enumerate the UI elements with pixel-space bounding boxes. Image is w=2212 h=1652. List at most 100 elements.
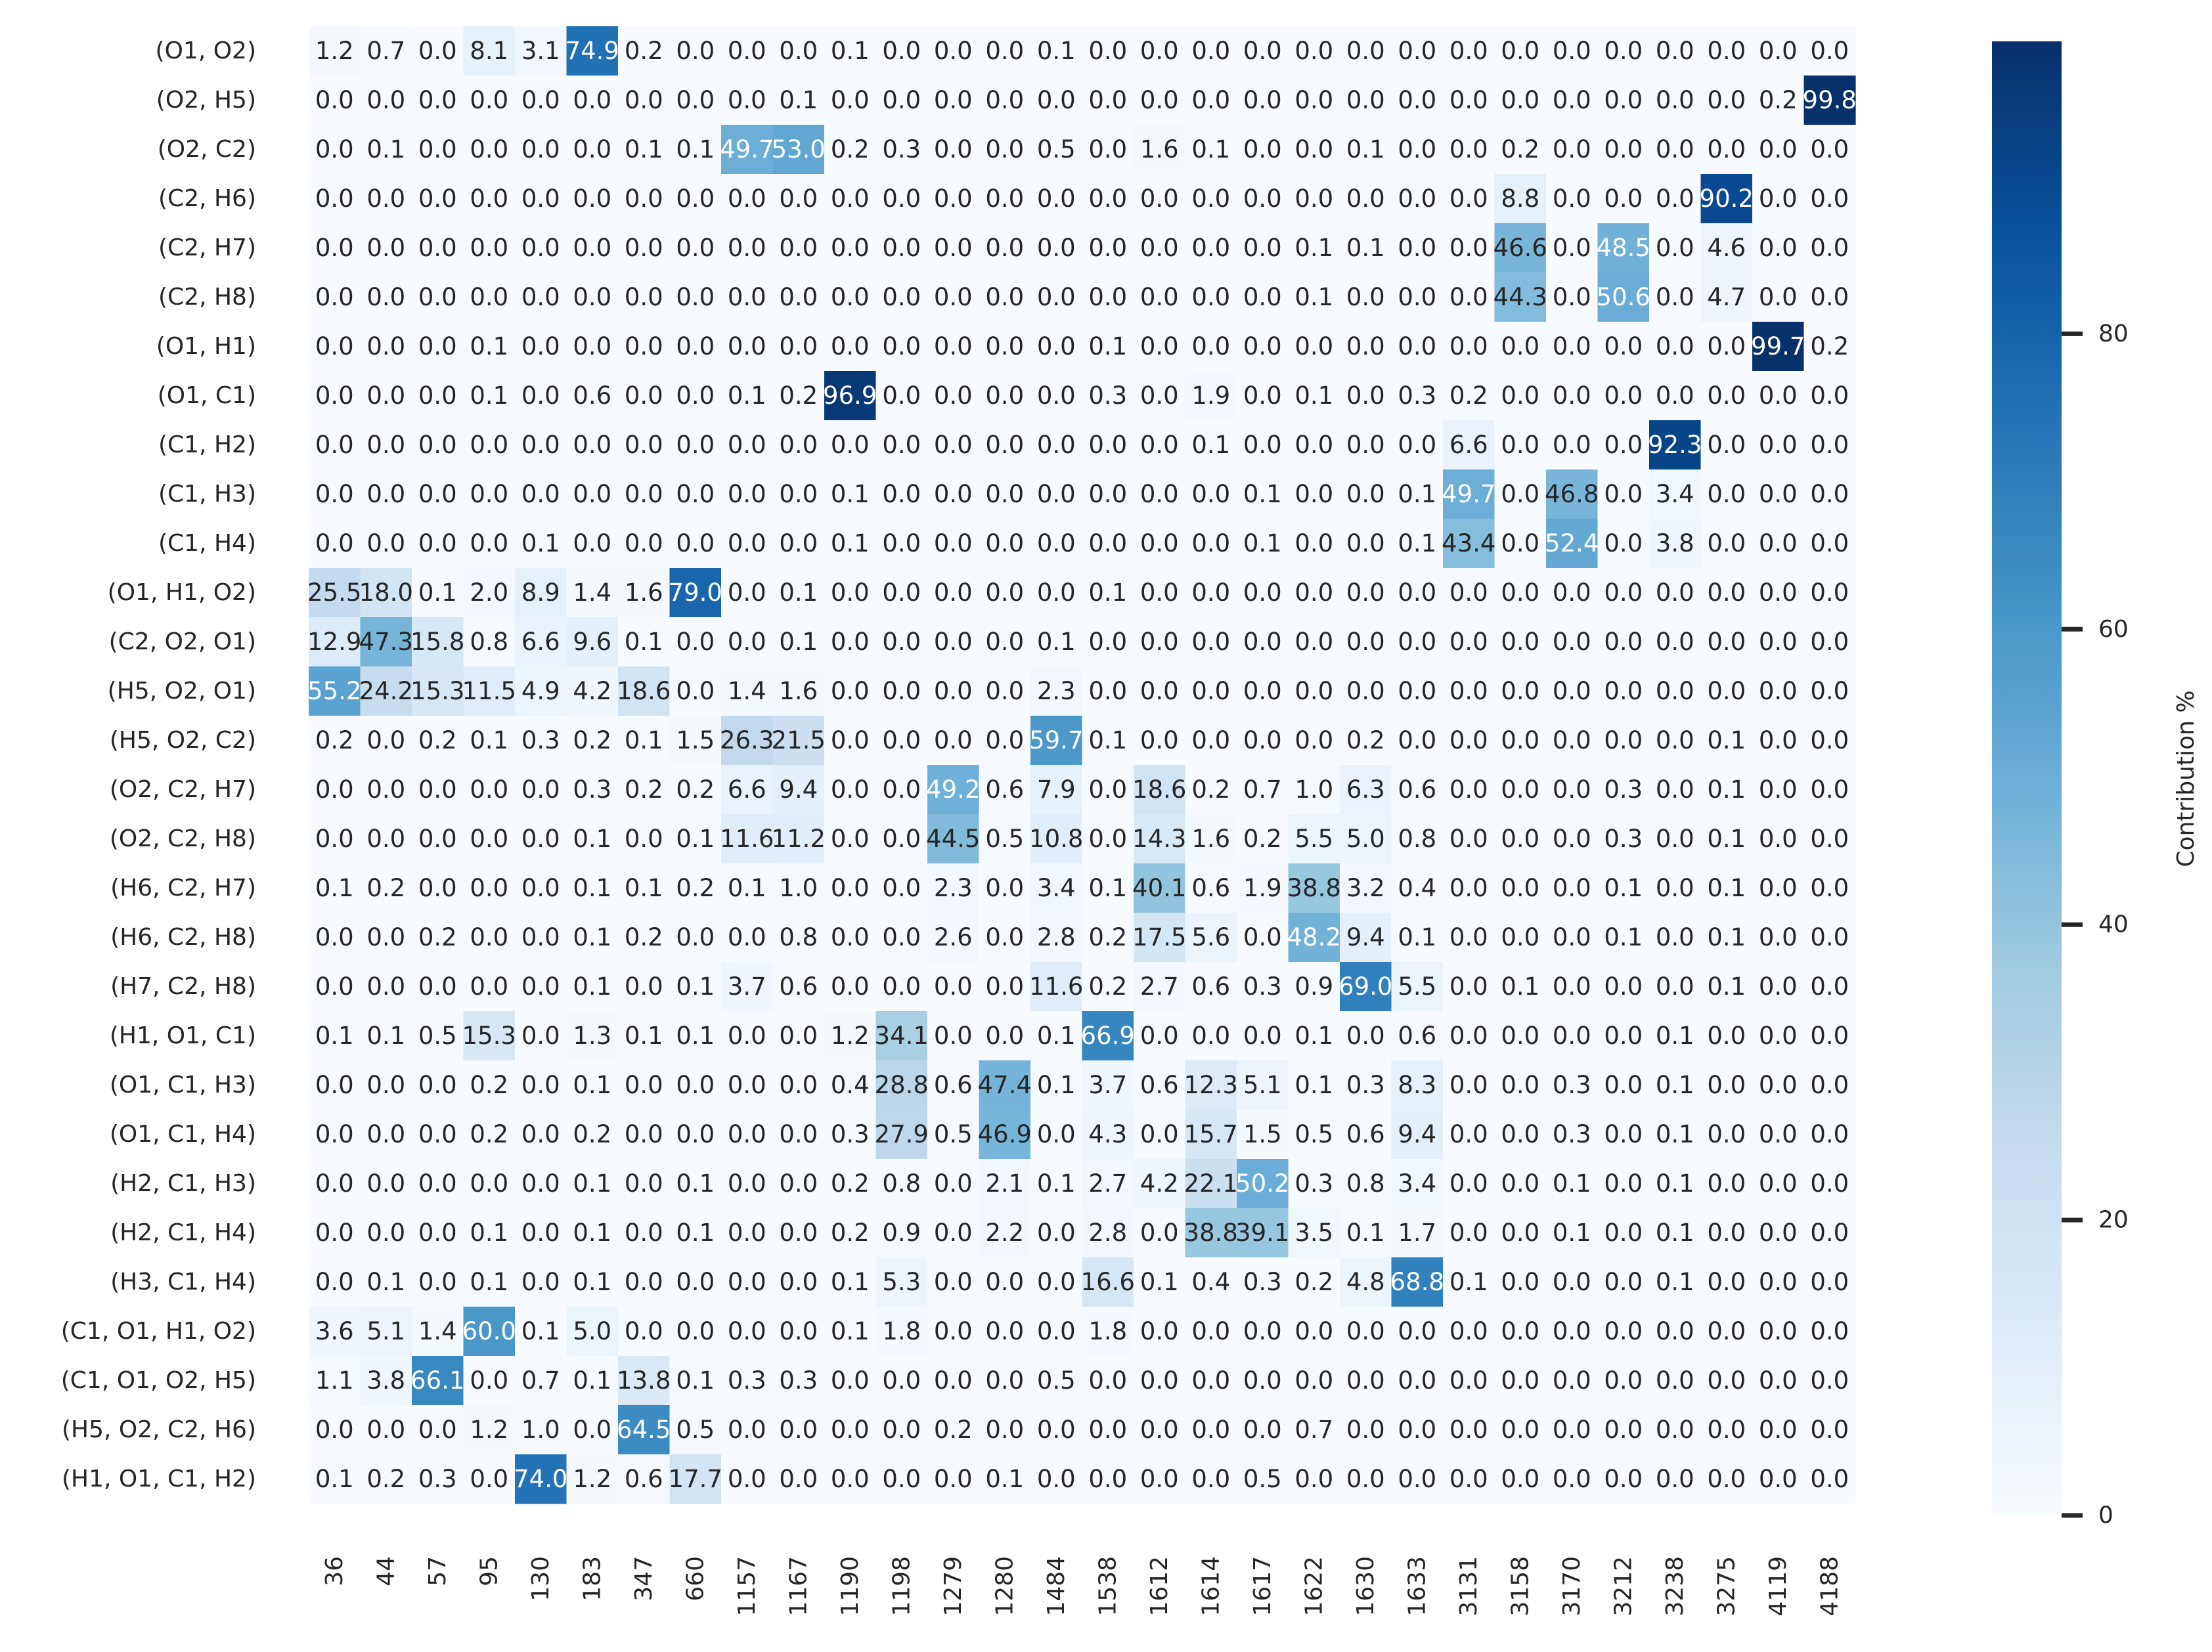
heatmap-cell: [1237, 716, 1289, 766]
heatmap-cell: [412, 716, 464, 766]
cell-value-label: 0.0: [1553, 86, 1591, 114]
heatmap-cell: [1700, 1011, 1753, 1061]
heatmap-cell: [1030, 26, 1083, 76]
heatmap-cell: [772, 863, 825, 913]
heatmap-cell: [1546, 1405, 1599, 1455]
cell-value-label: 12.3: [1184, 1071, 1238, 1099]
cell-value-label: 0.0: [1037, 1465, 1076, 1493]
heatmap-cell: [1340, 469, 1392, 519]
heatmap-cell: [1340, 519, 1392, 569]
heatmap-cell: [721, 1257, 774, 1307]
heatmap-cell: [1597, 1307, 1650, 1357]
cell-value-label: 0.0: [1243, 185, 1282, 213]
cell-value-label: 0.0: [470, 1465, 508, 1493]
cell-value-label: 1.5: [1243, 1120, 1282, 1148]
heatmap-cell: [1134, 174, 1186, 224]
heatmap-cell: [1288, 1356, 1340, 1406]
heatmap-cell: [875, 1405, 928, 1455]
heatmap-cell: [721, 223, 774, 273]
heatmap-cell: [515, 962, 567, 1012]
heatmap-cell: [875, 1208, 928, 1258]
cell-value-label: 4.9: [521, 677, 560, 705]
y-tick-label: (O2, C2): [158, 136, 256, 163]
heatmap-cell: [1803, 1405, 1856, 1455]
cell-value-label: 0.0: [1398, 726, 1436, 754]
cell-value-label: 0.5: [1037, 1366, 1076, 1395]
heatmap-cell: [875, 223, 928, 273]
cell-value-label: 0.0: [1759, 1169, 1798, 1198]
cell-value-label: 0.0: [1243, 578, 1282, 607]
heatmap-cell: [309, 76, 361, 125]
cell-value-label: 5.1: [366, 1317, 405, 1345]
heatmap-cell: [927, 1060, 980, 1110]
cell-value-label: 0.0: [1243, 234, 1282, 262]
heatmap-cell: [1597, 26, 1650, 76]
cell-value-label: 0.0: [934, 1219, 973, 1247]
cell-value-label: 0.2: [1243, 825, 1282, 853]
heatmap-cell: [927, 666, 980, 716]
cell-value-label: 5.3: [882, 1268, 921, 1296]
heatmap-cell: [824, 863, 877, 913]
cell-value-label: 0.0: [728, 529, 766, 557]
y-tick-label: (H7, C2, H8): [110, 973, 256, 1000]
cell-value-label: 0.0: [1810, 726, 1849, 754]
cell-value-label: 0.0: [934, 1317, 973, 1345]
heatmap-cell: [669, 469, 722, 519]
heatmap-cell: [1391, 1405, 1444, 1455]
heatmap-cell: [1597, 1454, 1650, 1504]
heatmap-cell: [566, 1110, 619, 1160]
cell-value-label: 0.0: [779, 529, 818, 557]
cell-value-label: 0.0: [1088, 677, 1127, 705]
cell-value-label: 0.0: [1140, 480, 1179, 508]
heatmap-cell: [1237, 1257, 1289, 1307]
heatmap-cell: [515, 371, 567, 421]
cell-value-label: 0.0: [1243, 86, 1282, 114]
heatmap-cell: [772, 568, 825, 618]
cell-value-label: 0.0: [315, 283, 354, 311]
cell-value-label: 0.0: [1553, 1416, 1591, 1444]
heatmap-cell: [1340, 1307, 1392, 1357]
cell-value-label: 1.9: [1191, 381, 1230, 410]
cell-value-label: 0.0: [1604, 37, 1643, 65]
cell-value-label: 0.0: [1553, 37, 1591, 65]
heatmap-cell: [824, 617, 877, 667]
heatmap-cell: [515, 1060, 567, 1110]
cell-value-label: 0.0: [625, 431, 663, 459]
cell-value-label: 0.0: [728, 234, 766, 262]
heatmap-cell: [721, 322, 774, 372]
cell-value-label: 0.0: [366, 1219, 405, 1247]
cell-value-label: 0.0: [315, 431, 354, 459]
cell-value-label: 0.0: [521, 86, 560, 114]
cell-value-label: 0.0: [1398, 677, 1436, 705]
cell-value-label: 0.1: [315, 1465, 354, 1493]
heatmap-cell: [979, 913, 1031, 963]
cell-value-label: 50.2: [1235, 1169, 1289, 1198]
cell-value-label: 0.0: [985, 283, 1024, 311]
heatmap-cell: [824, 716, 877, 766]
heatmap-cell: [1752, 125, 1805, 175]
y-tick-label: (H5, O2, O1): [108, 678, 256, 705]
cell-value-label: 0.0: [1346, 332, 1385, 360]
cell-value-label: 0.0: [1037, 86, 1076, 114]
heatmap-cell: [824, 1110, 877, 1160]
cell-value-label: 0.1: [1294, 1022, 1333, 1050]
heatmap-cell: [1494, 1454, 1547, 1504]
heatmap-cell: [412, 617, 464, 667]
cell-value-label: 0.2: [676, 874, 715, 902]
heatmap-cell: [669, 1356, 722, 1406]
heatmap-cell: [1030, 125, 1083, 175]
heatmap-cell: [1134, 1011, 1186, 1061]
cell-value-label: 0.0: [521, 185, 560, 213]
cell-value-label: 0.0: [521, 972, 560, 1001]
heatmap-cell: [721, 26, 774, 76]
cell-value-label: 0.0: [1191, 1317, 1230, 1345]
heatmap-cell: [721, 962, 774, 1012]
heatmap-cell: [1546, 1011, 1599, 1061]
heatmap-cell: [515, 272, 567, 322]
heatmap-cell: [979, 1356, 1031, 1406]
cell-value-label: 99.7: [1751, 332, 1805, 360]
cell-value-label: 8.9: [521, 578, 560, 607]
cell-value-label: 0.0: [1088, 135, 1127, 163]
heatmap-cell: [1134, 617, 1186, 667]
heatmap-cell: [1288, 272, 1340, 322]
